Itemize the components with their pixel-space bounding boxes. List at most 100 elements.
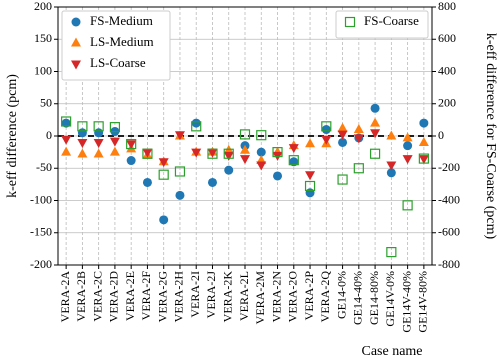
x-tick-label: VERA-2C — [90, 271, 104, 322]
x-tick-label: VERA-2M — [253, 271, 267, 325]
data-point — [223, 148, 234, 159]
data-point — [353, 124, 364, 134]
legend-label: LS-Coarse — [90, 55, 146, 70]
data-point — [126, 140, 137, 150]
data-point — [93, 148, 104, 158]
y2-tick-label: 200 — [438, 96, 456, 110]
data-point — [321, 135, 332, 145]
data-point — [77, 138, 88, 148]
x-tick-label: VERA-2F — [139, 271, 153, 321]
data-point — [142, 148, 153, 158]
y-tick-label: 50 — [40, 96, 52, 110]
y2-tick-label: 800 — [438, 0, 456, 13]
data-point — [77, 121, 88, 132]
data-point — [370, 129, 381, 139]
x-tick-label: VERA-2O — [286, 271, 300, 323]
legend-marker — [344, 16, 356, 28]
y2-tick-label: 400 — [438, 63, 456, 77]
x-tick-label: VERA-2I — [188, 271, 202, 318]
data-point — [191, 148, 202, 158]
x-tick-label: GE14-40% — [351, 271, 365, 325]
data-point — [224, 165, 234, 175]
y2-tick-label: 0 — [438, 128, 444, 142]
y-tick-label: 0 — [46, 128, 52, 142]
data-point — [93, 121, 104, 132]
data-point — [369, 148, 381, 159]
plot-frame — [57, 6, 433, 266]
data-point — [419, 118, 429, 128]
y-tick-label: 200 — [34, 0, 52, 13]
y2-axis-label: k-eff difference for FS-Coarse (pcm) — [483, 33, 498, 240]
x-tick-label: VERA-2G — [155, 271, 169, 323]
x-tick-label: GE14V-80% — [416, 271, 430, 333]
data-point — [93, 138, 104, 148]
data-point — [240, 155, 250, 165]
x-tick-label: VERA-2K — [220, 271, 234, 323]
y-tick-label: 150 — [34, 31, 52, 45]
data-point — [418, 155, 429, 165]
legend: FS-Medium LS-Medium LS-Coarse — [61, 10, 171, 81]
data-point — [321, 121, 332, 132]
data-point — [305, 171, 316, 181]
data-point — [288, 155, 299, 166]
data-point — [191, 121, 202, 132]
data-point — [191, 118, 201, 128]
legend-label: FS-Coarse — [364, 13, 419, 28]
x-tick-label: VERA-2J — [204, 271, 218, 319]
data-point — [402, 200, 413, 211]
y2-tick-label: 600 — [438, 31, 456, 45]
data-point — [61, 146, 72, 156]
data-point — [61, 118, 71, 128]
data-point — [239, 129, 251, 140]
y2-tick-label: -200 — [438, 160, 460, 174]
legend-box — [335, 10, 429, 39]
x-tick-label: VERA-2P — [302, 271, 316, 321]
data-point — [321, 125, 331, 135]
data-point — [207, 148, 218, 158]
legend-box — [61, 10, 171, 81]
data-point — [175, 190, 185, 200]
x-tick-label: VERA-2L — [237, 271, 251, 321]
y-tick-label: -150 — [30, 225, 52, 239]
legend-marker — [71, 17, 81, 27]
data-point — [337, 174, 348, 185]
data-point — [386, 168, 396, 178]
data-point — [370, 103, 380, 113]
data-point — [207, 148, 218, 159]
legend-marker — [71, 60, 81, 70]
data-point — [159, 215, 169, 225]
y-axis-label: k-eff difference (pcm) — [5, 74, 20, 198]
legend-label: FS-Medium — [90, 13, 153, 28]
data-point — [109, 122, 121, 133]
data-point — [305, 188, 315, 198]
data-point — [272, 147, 283, 158]
data-point — [256, 147, 266, 157]
x-tick-label: GE14V-40% — [399, 271, 413, 333]
data-point — [337, 122, 348, 132]
data-point — [174, 166, 186, 177]
data-point — [386, 161, 397, 171]
data-point — [109, 137, 120, 147]
x-tick-label: GE14-80% — [367, 271, 381, 325]
data-point — [370, 117, 381, 127]
x-tick-label: VERA-2E — [123, 271, 137, 321]
data-point — [77, 148, 88, 158]
x-tick-label: GE14-0% — [334, 271, 348, 319]
data-point — [256, 161, 267, 171]
data-point — [256, 130, 267, 141]
x-tick-label: VERA-2B — [74, 271, 88, 322]
data-point — [353, 134, 364, 144]
data-point — [305, 138, 316, 148]
data-point — [77, 128, 87, 138]
data-point — [158, 169, 169, 180]
data-point — [418, 153, 429, 164]
x-tick-label: VERA-2A — [58, 271, 72, 323]
x-tick-label: VERA-2N — [269, 271, 283, 323]
x-axis-label: Case name — [361, 344, 422, 359]
data-point — [94, 128, 104, 138]
data-point — [223, 151, 234, 161]
data-point — [337, 130, 348, 140]
y2-tick-label: -600 — [438, 225, 460, 239]
data-point — [386, 130, 397, 140]
x-tick-label: GE14V-0% — [383, 271, 397, 327]
